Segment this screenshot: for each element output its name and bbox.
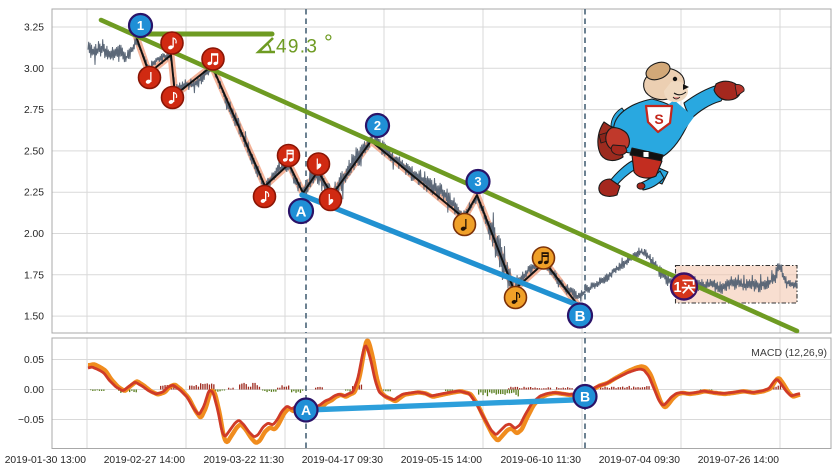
svg-text:3.25: 3.25 (24, 23, 44, 34)
svg-text:B: B (575, 308, 586, 325)
svg-text:2019-05-15 14:00: 2019-05-15 14:00 (401, 455, 483, 466)
svg-text:2019-03-22 11:30: 2019-03-22 11:30 (203, 455, 284, 466)
svg-text:S: S (654, 111, 663, 127)
svg-text:−0.05: −0.05 (18, 415, 44, 426)
svg-text:A: A (301, 402, 311, 418)
svg-text:3: 3 (474, 174, 481, 189)
svg-text:2019-02-27 14:00: 2019-02-27 14:00 (104, 455, 186, 466)
svg-text:2019-07-26 14:00: 2019-07-26 14:00 (698, 455, 780, 466)
svg-text:B: B (580, 389, 590, 405)
svg-text:2.50: 2.50 (24, 146, 44, 157)
svg-text:°: ° (324, 30, 333, 55)
svg-text:2019-07-04 09:30: 2019-07-04 09:30 (599, 455, 681, 466)
svg-text:MACD (12,26,9): MACD (12,26,9) (751, 347, 827, 359)
svg-text:3.00: 3.00 (24, 64, 44, 75)
svg-text:1.75: 1.75 (24, 270, 44, 281)
svg-text:2: 2 (374, 118, 381, 133)
svg-text:A: A (296, 203, 307, 220)
svg-text:2019-06-10 11:30: 2019-06-10 11:30 (500, 455, 581, 466)
svg-text:49.3: 49.3 (276, 37, 318, 58)
svg-text:0.05: 0.05 (24, 355, 44, 366)
svg-text:2019-04-17 09:30: 2019-04-17 09:30 (302, 455, 384, 466)
svg-text:2019-01-30 13:00: 2019-01-30 13:00 (5, 455, 87, 466)
svg-text:2.75: 2.75 (24, 105, 44, 116)
svg-text:1: 1 (137, 18, 144, 33)
svg-text:1.50: 1.50 (24, 312, 44, 323)
svg-text:1: 1 (673, 280, 681, 296)
svg-text:2.00: 2.00 (24, 229, 44, 240)
svg-text:0.00: 0.00 (24, 385, 44, 396)
svg-text:2.25: 2.25 (24, 188, 44, 199)
